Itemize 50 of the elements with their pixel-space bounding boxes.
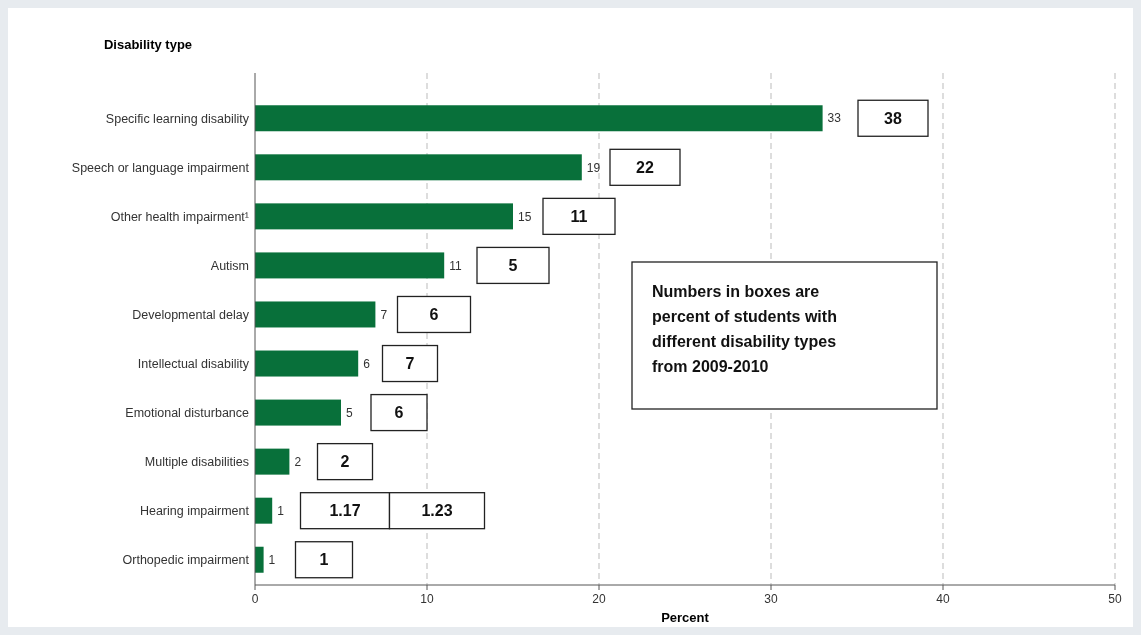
annotation: 1 <box>319 551 329 569</box>
annotation: 5 <box>508 257 518 275</box>
annotation: 38 <box>884 109 902 127</box>
y-tick-label: Orthopedic impairment <box>122 553 250 568</box>
annotation: 22 <box>636 158 654 176</box>
x-axis-title: Percent <box>661 610 710 625</box>
y-tick-label: Hearing impairment <box>139 504 250 519</box>
y-axis-title: Disability type <box>103 37 193 52</box>
data-label: 33 <box>827 111 842 126</box>
bar <box>255 497 273 524</box>
y-tick-label: Emotional disturbance <box>125 405 250 420</box>
bar <box>255 105 823 132</box>
y-tick-label: Other health impairment¹ <box>110 209 249 224</box>
bar <box>255 301 376 328</box>
annotation: 2 <box>340 453 350 471</box>
x-tick-label: 10 <box>420 592 434 606</box>
annotation: 1.17 <box>329 502 361 520</box>
data-label: 5 <box>346 405 353 420</box>
annotation: 6 <box>394 404 404 422</box>
y-tick-label: Multiple disabilities <box>144 455 249 470</box>
bar <box>255 546 264 573</box>
data-label: 1 <box>277 503 285 518</box>
bar <box>255 448 290 475</box>
bar <box>255 399 341 426</box>
y-tick-label: Developmental delay <box>132 307 250 322</box>
data-label: 1 <box>268 552 276 567</box>
bar <box>255 154 582 181</box>
x-tick-label: 0 <box>251 592 259 606</box>
y-tick-label: Speech or language impairment <box>71 160 250 175</box>
x-tick-label: 50 <box>1108 592 1122 606</box>
annotation: 1.23 <box>421 502 453 520</box>
data-label: 11 <box>449 258 462 273</box>
x-tick-label: 40 <box>936 592 950 606</box>
annotation: 6 <box>429 306 439 324</box>
x-tick-label: 30 <box>764 592 778 606</box>
annotation: 11 <box>570 207 588 225</box>
annotation: Numbers in boxes are percent of students with different disability types from 2009-2010 <box>652 283 837 375</box>
bar <box>255 203 513 230</box>
bar <box>255 350 359 377</box>
y-tick-label: Intellectual disability <box>137 356 250 371</box>
bar <box>255 252 445 279</box>
data-label: 2 <box>294 454 302 469</box>
data-label: 7 <box>380 307 388 322</box>
data-label: 19 <box>586 160 601 175</box>
y-tick-label: Specific learning disability <box>105 111 250 126</box>
data-label: 6 <box>363 356 371 371</box>
annotation: 7 <box>405 355 415 373</box>
x-tick-label: 20 <box>592 592 606 606</box>
data-label: 15 <box>518 209 532 224</box>
y-tick-label: Autism <box>210 258 249 273</box>
